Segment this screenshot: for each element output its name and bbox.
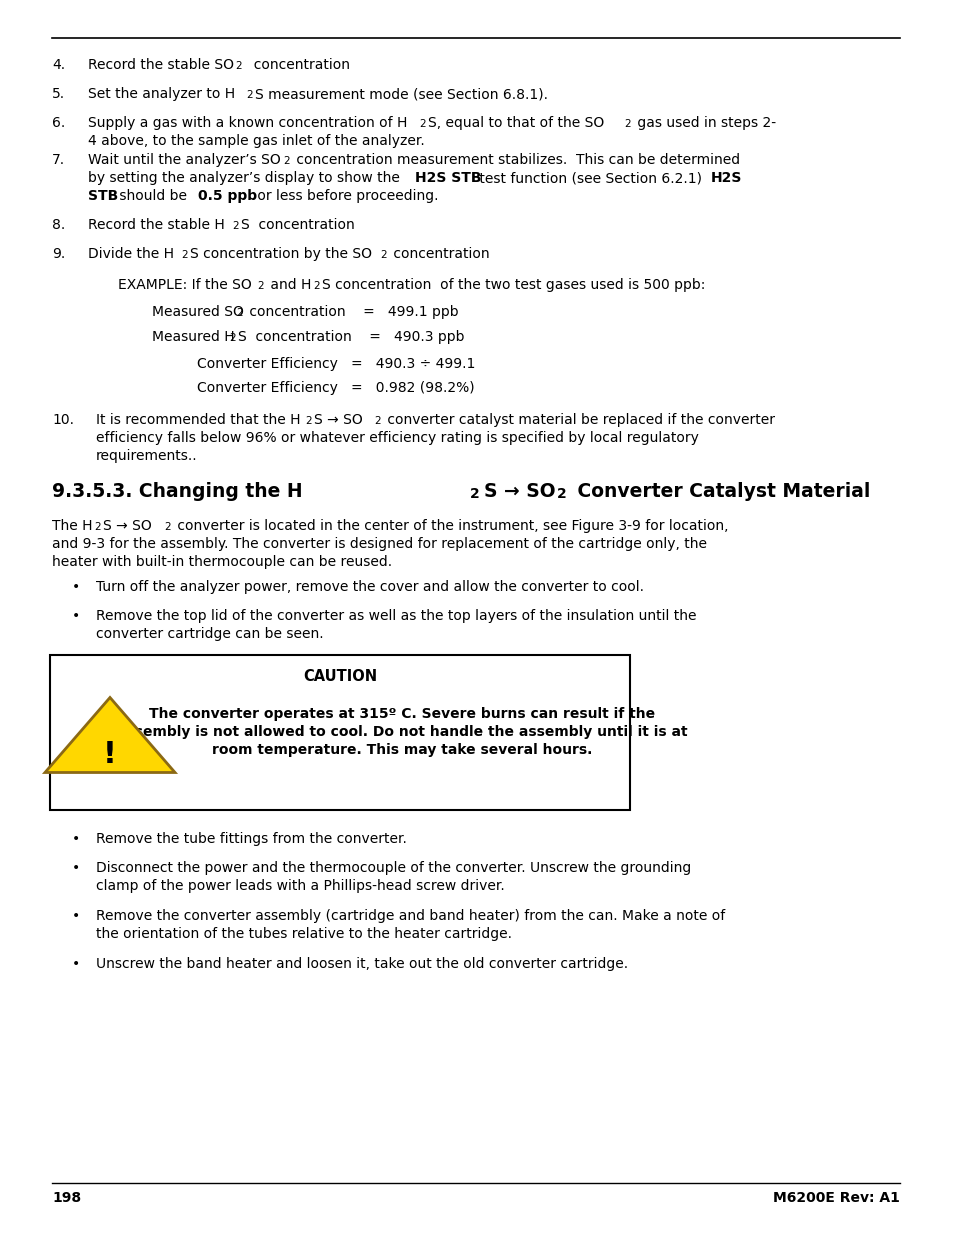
- Text: 2: 2: [232, 221, 238, 231]
- Text: H2S STB: H2S STB: [415, 170, 481, 185]
- Text: 8.: 8.: [52, 219, 65, 232]
- Text: H2S: H2S: [710, 170, 741, 185]
- Text: 5.: 5.: [52, 86, 65, 101]
- Text: Record the stable H: Record the stable H: [88, 219, 225, 232]
- Text: converter catalyst material be replaced if the converter: converter catalyst material be replaced …: [382, 412, 774, 427]
- Text: CAUTION: CAUTION: [303, 669, 376, 684]
- Text: and 9-3 for the assembly. The converter is designed for replacement of the cartr: and 9-3 for the assembly. The converter …: [52, 537, 706, 551]
- Text: Remove the converter assembly (cartridge and band heater) from the can. Make a n: Remove the converter assembly (cartridge…: [96, 909, 724, 923]
- Bar: [50, 655, 629, 810]
- Text: Disconnect the power and the thermocouple of the converter. Unscrew the groundin: Disconnect the power and the thermocoupl…: [96, 861, 691, 876]
- Text: Record the stable SO: Record the stable SO: [88, 58, 233, 72]
- Text: S, equal to that of the SO: S, equal to that of the SO: [428, 116, 603, 130]
- Text: and H: and H: [266, 278, 311, 291]
- Text: Turn off the analyzer power, remove the cover and allow the converter to cool.: Turn off the analyzer power, remove the …: [96, 580, 643, 594]
- Text: gas used in steps 2-: gas used in steps 2-: [633, 116, 776, 130]
- Text: Converter Efficiency   =   490.3 ÷ 499.1: Converter Efficiency = 490.3 ÷ 499.1: [196, 357, 475, 370]
- Text: concentration: concentration: [245, 58, 350, 72]
- Text: EXAMPLE: If the SO: EXAMPLE: If the SO: [118, 278, 252, 291]
- Text: S concentration  of the two test gases used is 500 ppb:: S concentration of the two test gases us…: [322, 278, 704, 291]
- Text: !: !: [103, 740, 117, 769]
- Text: Remove the tube fittings from the converter.: Remove the tube fittings from the conver…: [96, 832, 406, 846]
- Text: 2: 2: [418, 119, 425, 128]
- Text: It is recommended that the H: It is recommended that the H: [96, 412, 300, 427]
- Text: •: •: [71, 832, 80, 846]
- Text: 2: 2: [229, 333, 235, 343]
- Text: Unscrew the band heater and loosen it, take out the old converter cartridge.: Unscrew the band heater and loosen it, t…: [96, 957, 627, 971]
- Text: 2: 2: [181, 249, 188, 261]
- Text: Measured SO: Measured SO: [152, 305, 244, 319]
- Text: S measurement mode (see Section 6.8.1).: S measurement mode (see Section 6.8.1).: [254, 86, 547, 101]
- Text: S  concentration    =   490.3 ppb: S concentration = 490.3 ppb: [237, 330, 464, 345]
- Text: M6200E Rev: A1: M6200E Rev: A1: [772, 1191, 899, 1205]
- Text: S → SO: S → SO: [314, 412, 362, 427]
- Text: 6.: 6.: [52, 116, 65, 130]
- Text: 9.3.5.3. Changing the H: 9.3.5.3. Changing the H: [52, 482, 302, 501]
- Text: Wait until the analyzer’s SO: Wait until the analyzer’s SO: [88, 153, 280, 167]
- Text: 2: 2: [374, 416, 380, 426]
- Text: 198: 198: [52, 1191, 81, 1205]
- Text: concentration    =   499.1 ppb: concentration = 499.1 ppb: [245, 305, 458, 319]
- Text: •: •: [71, 957, 80, 971]
- Text: 0.5 ppb: 0.5 ppb: [198, 189, 257, 203]
- Text: Divide the H: Divide the H: [88, 247, 173, 261]
- Text: heater with built-in thermocouple can be reused.: heater with built-in thermocouple can be…: [52, 555, 392, 569]
- Text: S → SO: S → SO: [483, 482, 555, 501]
- Text: 9.: 9.: [52, 247, 65, 261]
- Text: Measured H: Measured H: [152, 330, 234, 345]
- Text: test function (see Section 6.2.1): test function (see Section 6.2.1): [475, 170, 705, 185]
- Text: Converter Catalyst Material: Converter Catalyst Material: [571, 482, 869, 501]
- Text: should be: should be: [115, 189, 192, 203]
- Text: S → SO: S → SO: [103, 519, 152, 534]
- Text: 2: 2: [470, 487, 479, 501]
- Text: 2: 2: [623, 119, 630, 128]
- Text: 2: 2: [246, 90, 253, 100]
- Text: •: •: [71, 609, 80, 622]
- Text: STB: STB: [88, 189, 118, 203]
- Text: Remove the top lid of the converter as well as the top layers of the insulation : Remove the top lid of the converter as w…: [96, 609, 696, 622]
- Text: 2: 2: [235, 308, 242, 317]
- Text: 2: 2: [557, 487, 566, 501]
- Text: 4 above, to the sample gas inlet of the analyzer.: 4 above, to the sample gas inlet of the …: [88, 135, 424, 148]
- Text: concentration: concentration: [389, 247, 489, 261]
- Text: clamp of the power leads with a Phillips-head screw driver.: clamp of the power leads with a Phillips…: [96, 879, 504, 893]
- Text: •: •: [71, 580, 80, 594]
- Text: or less before proceeding.: or less before proceeding.: [253, 189, 438, 203]
- Text: •: •: [71, 861, 80, 876]
- Text: The H: The H: [52, 519, 92, 534]
- Text: converter cartridge can be seen.: converter cartridge can be seen.: [96, 627, 323, 641]
- Text: assembly is not allowed to cool. Do not handle the assembly until it is at: assembly is not allowed to cool. Do not …: [117, 725, 687, 739]
- Text: 2: 2: [283, 156, 290, 165]
- Text: 10.: 10.: [52, 412, 74, 427]
- Text: 2: 2: [313, 282, 319, 291]
- Text: the orientation of the tubes relative to the heater cartridge.: the orientation of the tubes relative to…: [96, 927, 512, 941]
- Text: 2: 2: [256, 282, 263, 291]
- Text: 2: 2: [94, 522, 100, 532]
- Text: concentration measurement stabilizes.  This can be determined: concentration measurement stabilizes. Th…: [292, 153, 740, 167]
- Text: •: •: [71, 909, 80, 923]
- Text: by setting the analyzer’s display to show the: by setting the analyzer’s display to sho…: [88, 170, 404, 185]
- Text: room temperature. This may take several hours.: room temperature. This may take several …: [213, 743, 592, 757]
- Text: Supply a gas with a known concentration of H: Supply a gas with a known concentration …: [88, 116, 407, 130]
- Text: 7.: 7.: [52, 153, 65, 167]
- Text: 4.: 4.: [52, 58, 65, 72]
- Polygon shape: [45, 698, 174, 773]
- Text: The converter operates at 315º C. Severe burns can result if the: The converter operates at 315º C. Severe…: [150, 706, 655, 721]
- Text: S  concentration: S concentration: [241, 219, 355, 232]
- Text: 2: 2: [305, 416, 312, 426]
- Text: efficiency falls below 96% or whatever efficiency rating is specified by local r: efficiency falls below 96% or whatever e…: [96, 431, 699, 445]
- Text: Set the analyzer to H: Set the analyzer to H: [88, 86, 234, 101]
- Text: converter is located in the center of the instrument, see Figure 3-9 for locatio: converter is located in the center of th…: [172, 519, 728, 534]
- Text: 2: 2: [379, 249, 386, 261]
- Text: requirements..: requirements..: [96, 450, 197, 463]
- Text: 2: 2: [164, 522, 171, 532]
- Text: Converter Efficiency   =   0.982 (98.2%): Converter Efficiency = 0.982 (98.2%): [196, 382, 475, 395]
- Text: S concentration by the SO: S concentration by the SO: [190, 247, 372, 261]
- Text: 2: 2: [234, 61, 241, 70]
